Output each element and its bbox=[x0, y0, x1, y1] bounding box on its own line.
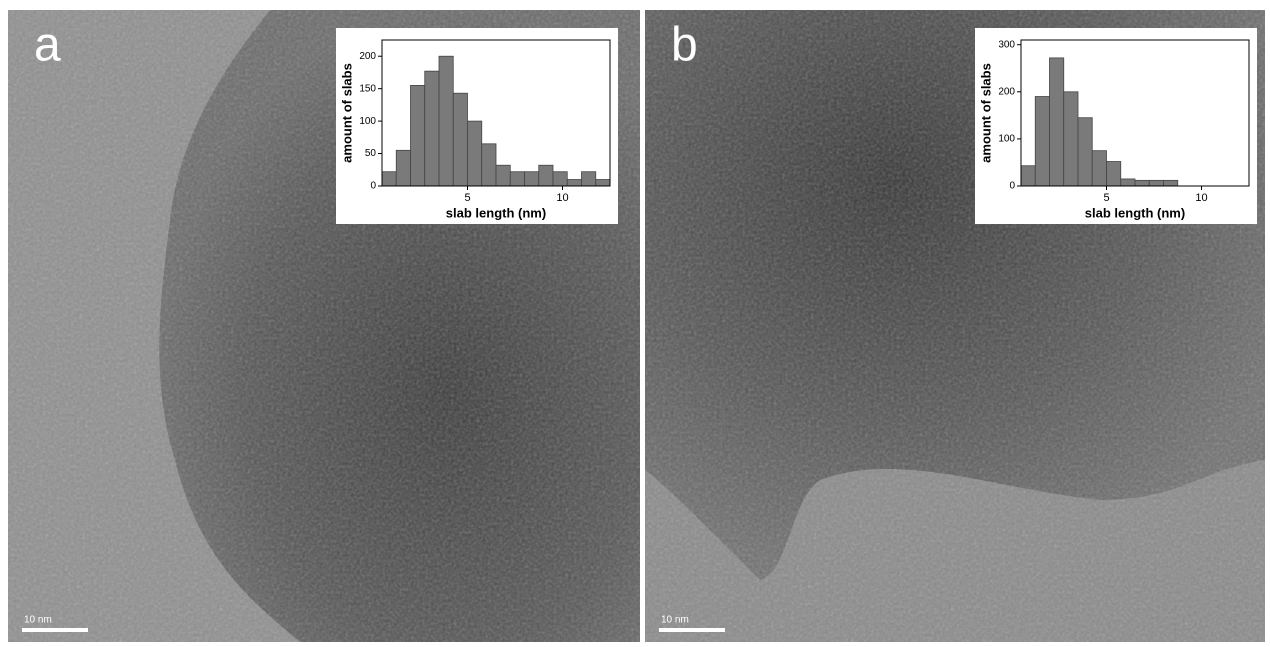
y-tick-label: 200 bbox=[359, 51, 376, 62]
scale-bar-label: 10 nm bbox=[661, 615, 689, 626]
bar bbox=[1021, 166, 1035, 186]
bar bbox=[1078, 118, 1092, 186]
bar bbox=[482, 144, 496, 186]
bar bbox=[1050, 58, 1064, 186]
y-axis-label: amount of slabs bbox=[978, 63, 993, 163]
bar bbox=[596, 180, 610, 186]
page: a10 nmb10 nm050100150200510slab length (… bbox=[0, 0, 1270, 642]
x-tick-label: 5 bbox=[464, 192, 470, 204]
bar bbox=[1121, 179, 1135, 186]
bar bbox=[1092, 151, 1106, 186]
figure: a10 nmb10 nm050100150200510slab length (… bbox=[0, 0, 1270, 642]
bar bbox=[539, 165, 553, 186]
bar bbox=[1107, 162, 1121, 186]
bar bbox=[1149, 180, 1163, 186]
x-tick-label: 10 bbox=[1195, 192, 1207, 204]
bar bbox=[567, 180, 581, 186]
x-tick-label: 5 bbox=[1103, 192, 1109, 204]
bar bbox=[582, 172, 596, 186]
inset-background bbox=[975, 28, 1257, 224]
scale-bar bbox=[22, 628, 88, 632]
bar bbox=[468, 121, 482, 186]
y-tick-label: 0 bbox=[1009, 181, 1015, 192]
x-axis-label: slab length (nm) bbox=[446, 205, 546, 220]
bar bbox=[553, 172, 567, 186]
panel-label: a bbox=[34, 19, 61, 72]
y-tick-label: 100 bbox=[359, 116, 376, 127]
y-axis-label: amount of slabs bbox=[339, 63, 354, 163]
panel-label: b bbox=[671, 19, 698, 72]
bar bbox=[525, 172, 539, 186]
bar bbox=[425, 71, 439, 186]
y-tick-label: 200 bbox=[998, 86, 1015, 97]
y-tick-label: 0 bbox=[370, 181, 376, 192]
y-tick-label: 300 bbox=[998, 39, 1015, 50]
bar bbox=[411, 85, 425, 186]
y-tick-label: 150 bbox=[359, 83, 376, 94]
bar bbox=[496, 165, 510, 186]
bar bbox=[1064, 92, 1078, 186]
x-tick-label: 10 bbox=[556, 192, 568, 204]
y-tick-label: 100 bbox=[998, 134, 1015, 145]
bar bbox=[382, 172, 396, 186]
scale-bar-label: 10 nm bbox=[24, 615, 52, 626]
bar bbox=[1035, 97, 1049, 186]
bar bbox=[439, 56, 453, 186]
bar bbox=[453, 93, 467, 186]
bar bbox=[510, 172, 524, 186]
bar bbox=[1135, 180, 1149, 186]
scale-bar bbox=[659, 628, 725, 632]
bar bbox=[396, 150, 410, 186]
x-axis-label: slab length (nm) bbox=[1085, 205, 1185, 220]
y-tick-label: 50 bbox=[365, 148, 377, 159]
bar bbox=[1164, 180, 1178, 186]
